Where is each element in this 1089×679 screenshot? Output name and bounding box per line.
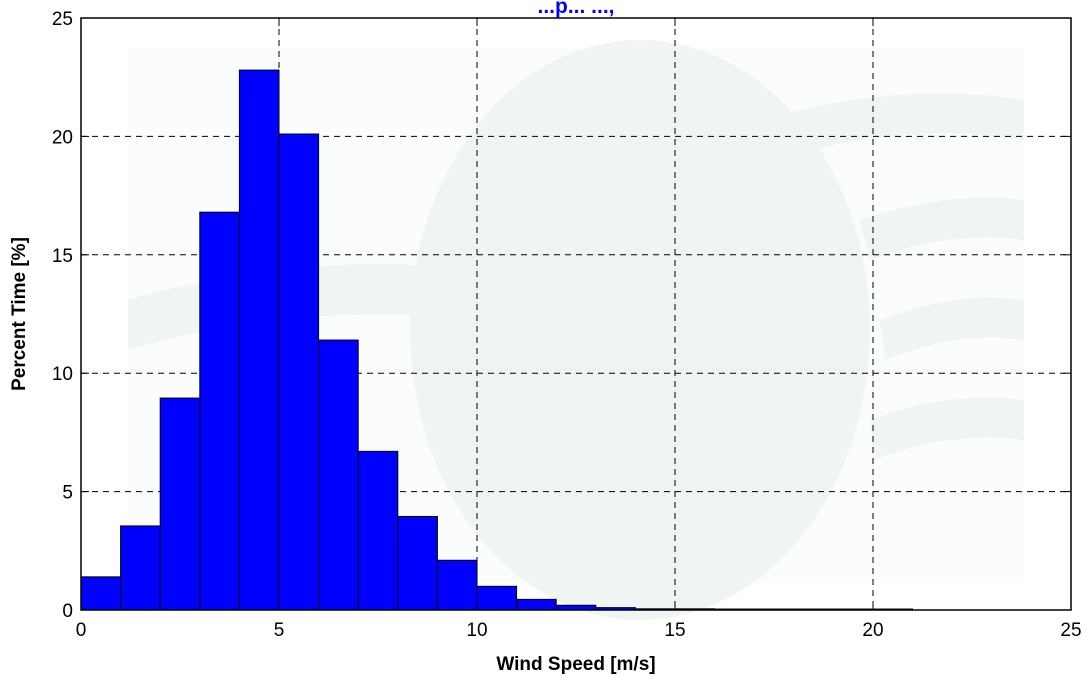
plot-frame — [80, 17, 1072, 611]
histogram-bar — [436, 559, 478, 611]
histogram-bar — [357, 450, 399, 611]
x-tick-label: 25 — [1060, 620, 1081, 641]
histogram-bar — [159, 397, 201, 611]
histogram-bar — [278, 133, 320, 611]
x-tick-labels: 0 5 10 15 20 25 — [76, 620, 1082, 641]
y-tick-label: 20 — [52, 127, 73, 148]
histogram-bar — [120, 525, 161, 611]
histogram-bar — [238, 69, 280, 611]
histogram-bar — [318, 339, 359, 611]
histogram-bar — [80, 576, 122, 611]
x-tick-label: 10 — [466, 620, 487, 641]
histogram-bar — [476, 585, 518, 611]
y-tick-label: 0 — [62, 601, 73, 622]
axis-ticks — [80, 17, 1072, 611]
x-tick-label: 20 — [862, 620, 883, 641]
histogram-bar — [397, 515, 438, 611]
y-tick-label: 10 — [52, 364, 73, 385]
histogram-bar — [199, 211, 240, 611]
histogram-bars — [80, 69, 914, 611]
histogram-bar — [516, 598, 557, 611]
plot-area: 0 5 10 15 20 25 0 5 10 15 20 25 — [52, 9, 1082, 641]
x-tick-label: 0 — [76, 620, 87, 641]
y-axis-label: Percent Time [%] — [9, 237, 30, 391]
x-tick-label: 15 — [664, 620, 685, 641]
y-tick-labels: 0 5 10 15 20 25 — [52, 9, 73, 622]
chart-title: ...p... ..., — [537, 0, 614, 18]
x-axis-label: Wind Speed [m/s] — [496, 654, 655, 675]
x-tick-label: 5 — [274, 620, 285, 641]
y-tick-label: 25 — [52, 9, 73, 30]
y-tick-label: 15 — [52, 246, 73, 267]
y-tick-label: 5 — [62, 483, 73, 504]
watermark-logo — [128, 40, 1024, 620]
